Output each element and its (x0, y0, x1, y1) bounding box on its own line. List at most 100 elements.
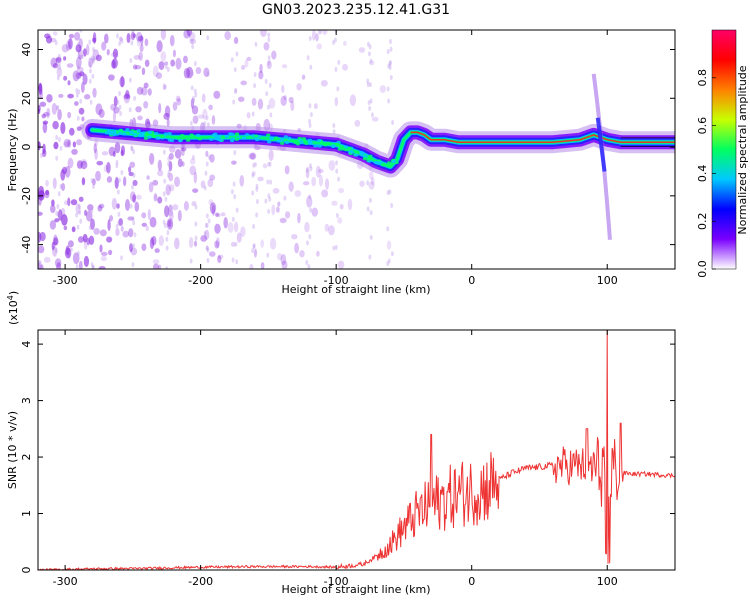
noise-streak (386, 86, 390, 92)
noise-blob (177, 158, 183, 168)
noise-streak (128, 107, 132, 113)
noise-blob (139, 44, 144, 53)
ridge-speck (190, 135, 196, 140)
noise-blob (257, 98, 264, 110)
noise-streak (368, 44, 372, 50)
noise-blob (95, 103, 103, 116)
noise-streak (166, 67, 170, 73)
figure-title: GN03.2023.235.12.41.G31 (262, 2, 450, 18)
noise-streak (267, 161, 271, 167)
spectrogram-x-tick-label: -300 (53, 274, 78, 287)
ridge-speck (253, 134, 259, 138)
noise-blob (60, 122, 66, 134)
ridge-speck (354, 153, 359, 157)
noise-streak (334, 66, 338, 72)
noise-blob (132, 64, 138, 70)
noise-blob (260, 30, 267, 37)
noise-streak (131, 216, 135, 222)
noise-streak (332, 245, 336, 251)
ridge-speck (159, 135, 164, 139)
ridge-speck (147, 135, 152, 139)
noise-blob (172, 49, 176, 58)
noise-blob (162, 83, 166, 91)
spectrogram-x-tick-label: -100 (324, 274, 349, 287)
noise-blob (100, 251, 108, 257)
noise-blob (141, 243, 147, 251)
noise-streak (194, 221, 198, 227)
noise-blob (38, 211, 43, 216)
noise-streak (232, 99, 236, 105)
noise-streak (132, 149, 136, 155)
noise-blob (124, 198, 131, 211)
noise-blob (160, 51, 167, 62)
noise-streak (388, 189, 392, 195)
noise-blob (331, 200, 338, 206)
noise-blob (70, 199, 78, 206)
noise-blob (52, 177, 57, 190)
noise-blob (354, 119, 361, 127)
noise-blob (41, 113, 46, 119)
noise-blob (134, 64, 142, 70)
noise-blob (122, 230, 130, 238)
noise-streak (309, 112, 313, 118)
noise-blob (209, 202, 217, 214)
noise-streak (77, 204, 81, 210)
ridge-speck (266, 133, 271, 137)
noise-blob (147, 208, 151, 220)
noise-blob (129, 243, 133, 253)
noise-blob (165, 184, 171, 196)
noise-blob (96, 160, 104, 166)
noise-streak (115, 159, 119, 165)
noise-blob (157, 159, 162, 172)
noise-streak (116, 99, 120, 105)
noise-blob (94, 148, 98, 160)
noise-blob (204, 229, 210, 241)
noise-streak (266, 252, 270, 258)
noise-blob (78, 196, 84, 202)
noise-blob (67, 80, 71, 86)
noise-streak (332, 122, 336, 128)
noise-blob (50, 57, 58, 68)
noise-blob (328, 225, 335, 236)
ridge-speck (266, 140, 272, 144)
ridge-speck (244, 133, 250, 137)
noise-blob (103, 164, 109, 173)
noise-blob (42, 120, 49, 125)
noise-blob (68, 33, 75, 39)
noise-blob (126, 33, 131, 44)
noise-blob (305, 166, 310, 179)
noise-streak (389, 74, 393, 80)
noise-streak (205, 115, 209, 121)
noise-blob (268, 97, 276, 109)
noise-streak (120, 38, 124, 44)
noise-streak (387, 258, 391, 264)
noise-blob (72, 141, 77, 148)
noise-blob (241, 64, 246, 70)
noise-streak (233, 67, 237, 73)
noise-streak (370, 112, 374, 118)
snr-frame (37, 329, 676, 571)
noise-streak (205, 222, 209, 228)
ridge-speck (386, 164, 392, 168)
noise-streak (193, 61, 197, 67)
noise-blob (53, 141, 59, 150)
ridge-speck (220, 135, 226, 139)
noise-blob (57, 209, 63, 221)
noise-streak (206, 71, 210, 77)
noise-streak (267, 60, 271, 66)
noise-blob (193, 171, 198, 184)
noise-blob (192, 188, 199, 193)
noise-streak (332, 129, 336, 135)
noise-streak (194, 92, 198, 98)
noise-streak (118, 90, 121, 96)
noise-blob (208, 251, 216, 257)
noise-blob (72, 70, 80, 82)
noise-streak (92, 55, 96, 61)
noise-blob (200, 235, 208, 242)
noise-blob (263, 42, 270, 51)
snr-multiplier-close: ) (7, 291, 20, 295)
noise-blob (192, 115, 199, 124)
noise-blob (67, 111, 72, 119)
noise-blob (191, 105, 199, 115)
noise-blob (101, 41, 107, 51)
